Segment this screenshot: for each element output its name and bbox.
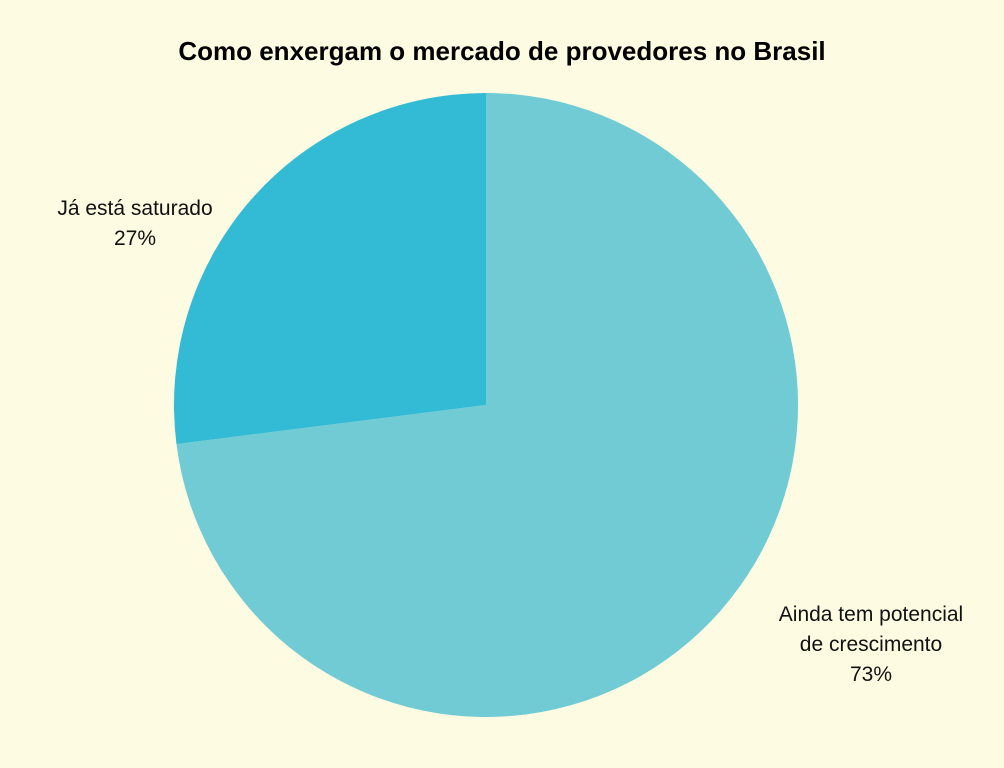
- slice-value-label: 27%: [113, 227, 157, 250]
- slice-label-ja-esta-saturado: Já está saturado 27%: [28, 194, 242, 254]
- slice-label-line: de crescimento: [799, 633, 943, 656]
- slice-label-ainda-tem-potencial: Ainda tem potencial de crescimento 73%: [746, 600, 996, 690]
- slice-value-label: 73%: [849, 663, 893, 686]
- pie-slice-ja-esta-saturado: [174, 93, 486, 445]
- pie-slice-ainda-tem-potencial: [176, 93, 799, 717]
- slice-label-line: Já está saturado: [57, 197, 213, 220]
- chart-title: Como enxergam o mercado de provedores no…: [178, 36, 826, 66]
- slice-label-line: Ainda tem potencial: [778, 603, 964, 626]
